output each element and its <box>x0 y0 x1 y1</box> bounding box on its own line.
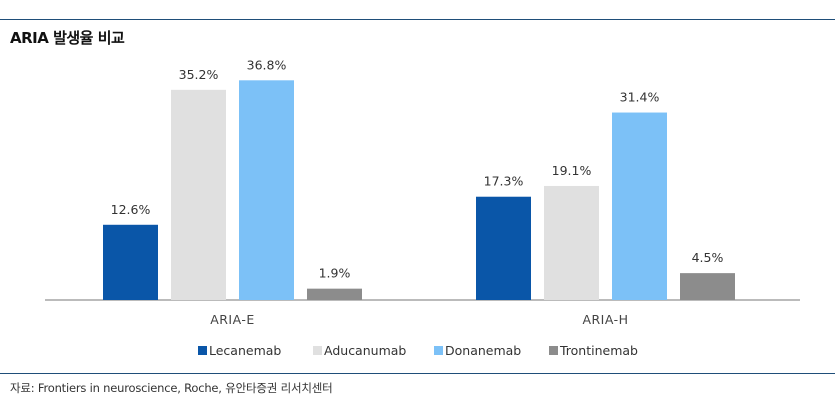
data-label-donanemab-aria-h: 31.4% <box>620 90 660 105</box>
bar-aducanumab-aria-h <box>544 185 599 300</box>
chart-title: ARIA 발생율 비교 <box>10 29 125 47</box>
data-label-trontinemab-aria-e: 1.9% <box>319 266 351 281</box>
data-label-lecanemab-aria-h: 17.3% <box>484 174 524 189</box>
data-label-donanemab-aria-e: 36.8% <box>247 57 287 72</box>
legend-label-aducanumab: Aducanumab <box>324 343 406 358</box>
legend-swatch-lecanemab <box>198 346 207 355</box>
data-label-aducanumab-aria-h: 19.1% <box>552 163 592 178</box>
top-rule <box>0 19 835 20</box>
bar-lecanemab-aria-e <box>103 224 158 300</box>
legend-swatch-trontinemab <box>549 346 558 355</box>
bar-lecanemab-aria-h <box>476 196 531 300</box>
data-label-lecanemab-aria-e: 12.6% <box>111 202 151 217</box>
source-note: 자료: Frontiers in neuroscience, Roche, 유안… <box>10 381 333 395</box>
bar-trontinemab-aria-h <box>680 273 735 300</box>
legend-label-donanemab: Donanemab <box>445 343 521 358</box>
bar-donanemab-aria-e <box>239 80 294 300</box>
bar-trontinemab-aria-e <box>307 288 362 300</box>
legend-label-lecanemab: Lecanemab <box>209 343 281 358</box>
bottom-rule <box>0 373 835 374</box>
x-tick-label-aria-e: ARIA-E <box>210 312 255 327</box>
legend-swatch-aducanumab <box>313 346 322 355</box>
bar-donanemab-aria-h <box>612 112 667 301</box>
bar-aducanumab-aria-e <box>171 89 226 300</box>
data-label-aducanumab-aria-e: 35.2% <box>179 67 219 82</box>
data-label-trontinemab-aria-h: 4.5% <box>692 250 724 265</box>
legend-swatch-donanemab <box>434 346 443 355</box>
x-tick-label-aria-h: ARIA-H <box>582 312 628 327</box>
legend-label-trontinemab: Trontinemab <box>559 343 638 358</box>
